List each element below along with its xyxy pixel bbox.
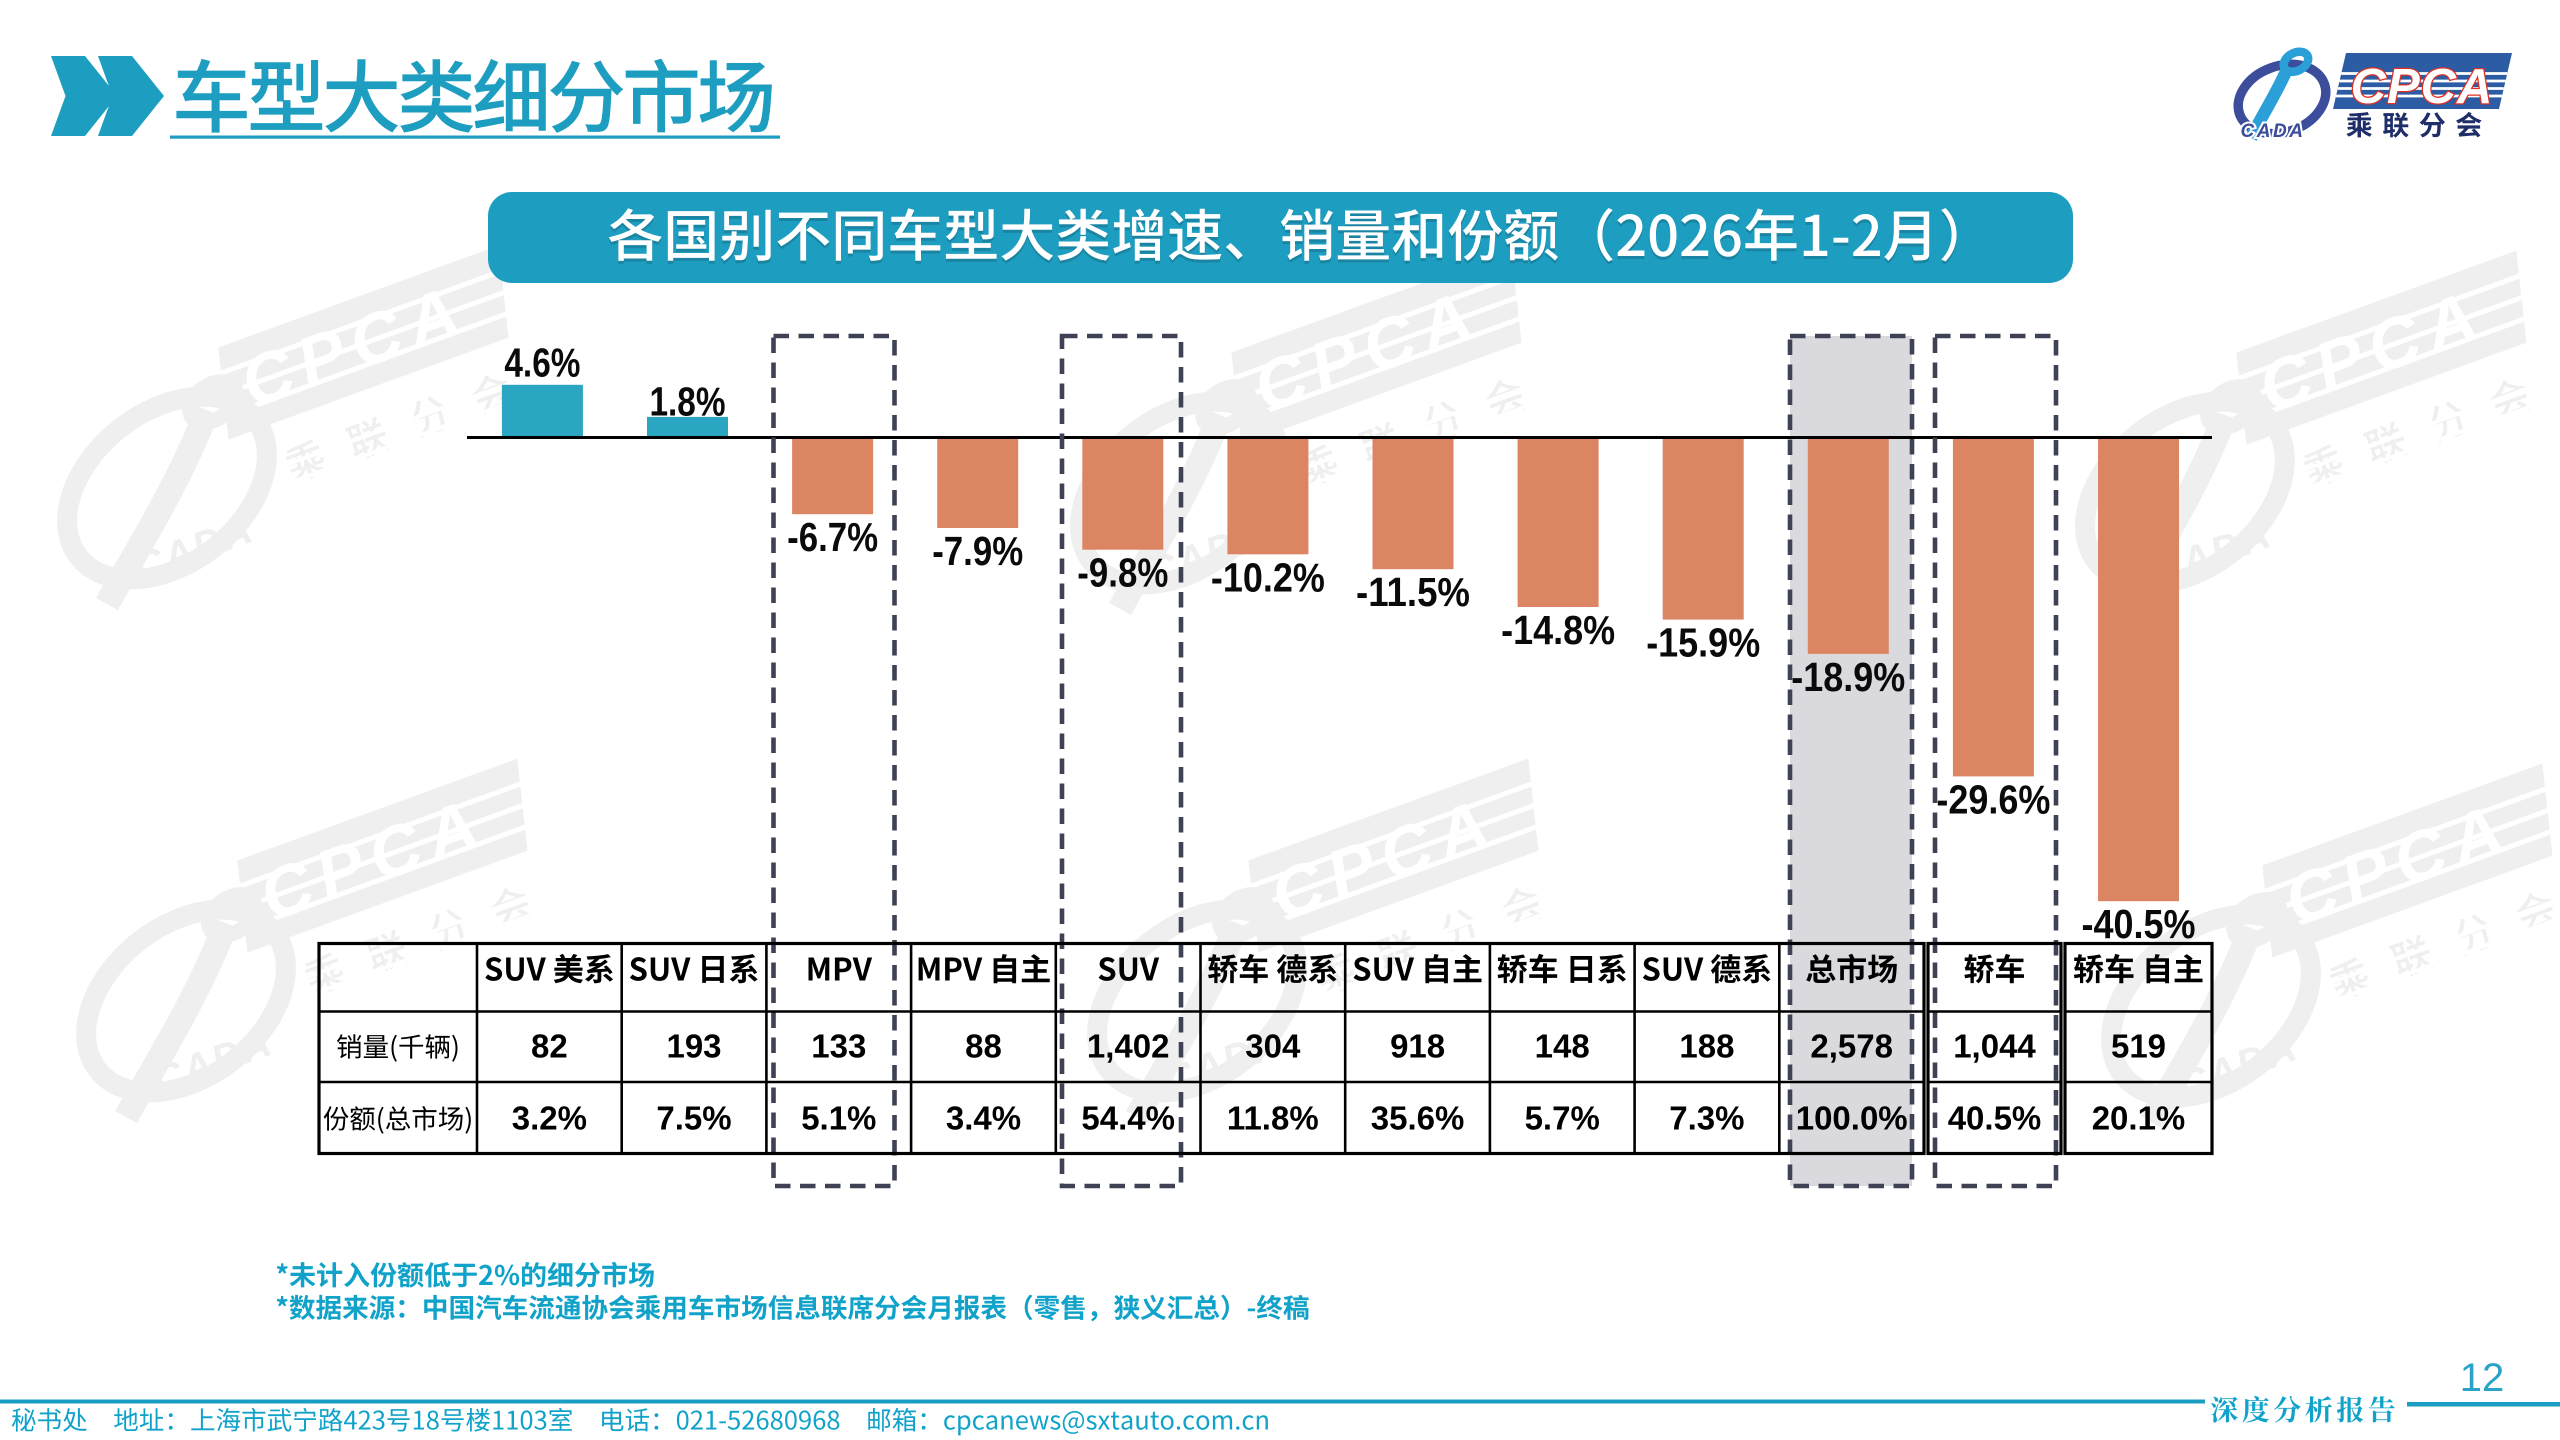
svg-text:-11.5%: -11.5% <box>1356 569 1470 615</box>
svg-text:519: 519 <box>2111 1028 2166 1065</box>
svg-text:40.5%: 40.5% <box>1948 1100 2042 1137</box>
svg-text:5.7%: 5.7% <box>1525 1100 1600 1137</box>
svg-text:3.2%: 3.2% <box>512 1100 587 1137</box>
svg-text:88: 88 <box>965 1028 1002 1065</box>
svg-text:-14.8%: -14.8% <box>1501 607 1615 653</box>
svg-text:-15.9%: -15.9% <box>1646 620 1760 666</box>
svg-text:1,402: 1,402 <box>1087 1028 1170 1065</box>
svg-text:188: 188 <box>1679 1028 1734 1065</box>
svg-text:35.6%: 35.6% <box>1371 1100 1465 1137</box>
svg-text:CPCA: CPCA <box>1244 274 1491 427</box>
svg-text:-10.2%: -10.2% <box>1211 554 1325 600</box>
svg-text:304: 304 <box>1245 1028 1301 1065</box>
svg-text:2,578: 2,578 <box>1810 1028 1893 1065</box>
svg-text:54.4%: 54.4% <box>1081 1100 1175 1137</box>
svg-text:918: 918 <box>1390 1028 1445 1065</box>
svg-text:CPCA: CPCA <box>250 782 497 935</box>
svg-text:12: 12 <box>2460 1356 2505 1400</box>
svg-text:4.6%: 4.6% <box>504 339 580 385</box>
svg-text:20.1%: 20.1% <box>2092 1100 2186 1137</box>
svg-text:7.3%: 7.3% <box>1669 1100 1744 1137</box>
svg-text:1,044: 1,044 <box>1953 1028 2036 1065</box>
svg-text:5.1%: 5.1% <box>801 1100 876 1137</box>
svg-text:-18.9%: -18.9% <box>1791 654 1905 700</box>
svg-text:-7.9%: -7.9% <box>932 528 1023 574</box>
svg-text:CPCA: CPCA <box>1261 782 1508 935</box>
svg-text:CPCA: CPCA <box>2249 274 2496 427</box>
svg-text:-6.7%: -6.7% <box>787 514 878 560</box>
svg-text:11.8%: 11.8% <box>1227 1100 1319 1137</box>
svg-text:CPCA: CPCA <box>231 269 478 422</box>
svg-text:193: 193 <box>666 1028 721 1065</box>
svg-text:82: 82 <box>531 1028 568 1065</box>
svg-text:100.0%: 100.0% <box>1796 1100 1908 1137</box>
svg-text:3.4%: 3.4% <box>946 1100 1021 1137</box>
svg-text:148: 148 <box>1535 1028 1590 1065</box>
svg-text:-29.6%: -29.6% <box>1936 776 2050 822</box>
svg-text:CPCA: CPCA <box>2275 787 2522 940</box>
svg-text:-9.8%: -9.8% <box>1077 550 1168 596</box>
svg-text:133: 133 <box>811 1028 866 1065</box>
svg-text:7.5%: 7.5% <box>656 1100 731 1137</box>
svg-text:1.8%: 1.8% <box>650 379 726 425</box>
svg-text:CADA: CADA <box>2241 121 2306 142</box>
svg-text:-40.5%: -40.5% <box>2082 901 2196 947</box>
svg-text:CPCA: CPCA <box>2351 60 2494 114</box>
